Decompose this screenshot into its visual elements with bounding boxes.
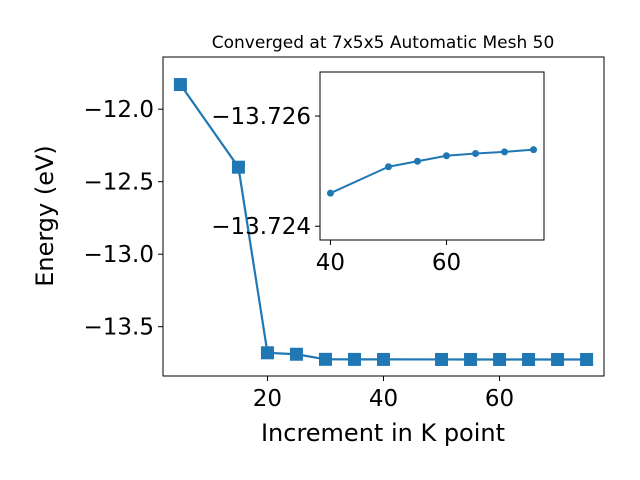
inset-data-point [530,146,538,154]
inset-data-point [501,148,509,156]
inset-data-point [384,163,392,171]
inset-x-tick-label: 60 [432,250,461,276]
main-data-point [289,347,303,361]
inset-data-point [443,152,451,160]
main-y-tick-label: −13.5 [84,315,154,341]
main-y-tick-label: −12.5 [84,170,154,196]
main-data-point [260,346,274,360]
inset-chart: 40 60 −13.726 −13.724 [211,71,545,276]
main-x-ticks: 20 40 60 [253,376,514,412]
main-data-point [522,352,536,366]
main-x-tick-label: 20 [253,386,282,412]
inset-y-tick-label: −13.726 [211,104,311,130]
main-x-tick-label: 40 [369,386,398,412]
main-data-point [173,78,187,92]
y-axis-label: Energy (eV) [31,145,59,287]
inset-x-ticks: 40 60 [316,240,461,276]
main-data-point [551,352,565,366]
chart-title: Converged at 7x5x5 Automatic Mesh 50 [212,33,555,53]
main-data-point [347,352,361,366]
inset-data-point [413,157,421,165]
main-y-tick-label: −12.0 [84,97,154,123]
main-data-point [493,352,507,366]
inset-data-point [472,150,480,158]
main-data-point [580,352,594,366]
inset-background [320,72,544,240]
main-data-point [464,352,478,366]
main-data-point [435,352,449,366]
inset-data-point [326,189,334,197]
main-y-tick-label: −13.0 [84,242,154,268]
inset-axes-frame [319,71,545,241]
inset-y-ticks: −13.726 −13.724 [211,104,320,240]
inset-series [326,146,538,197]
main-data-point [231,160,245,174]
main-axes-frame [162,56,605,377]
main-data-point [318,352,332,366]
main-data-point [377,352,390,366]
main-chart: Converged at 7x5x5 Automatic Mesh 50 20 4… [31,33,605,447]
main-y-ticks: −12.0 −12.5 −13.0 −13.5 [84,97,163,341]
inset-x-tick-label: 40 [316,250,345,276]
main-x-tick-label: 60 [485,386,514,412]
x-axis-label: Increment in K point [261,419,505,447]
main-series [173,78,594,366]
inset-y-tick-label: −13.724 [211,214,311,240]
